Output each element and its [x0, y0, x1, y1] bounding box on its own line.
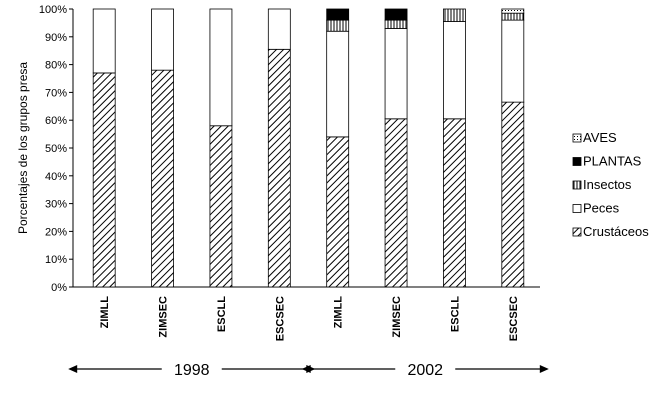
arrowhead-right [539, 365, 549, 373]
bar-segment [501, 12, 525, 21]
y-tick-label: 80% [45, 60, 67, 72]
legend-label: Insectos [583, 177, 632, 192]
y-tick-label: 40% [45, 171, 67, 183]
x-tick-label: ZIMSEC [158, 296, 170, 338]
y-tick-label: 10% [45, 254, 67, 266]
bar-segment [326, 30, 350, 138]
y-tick-label: 60% [45, 115, 67, 127]
x-tick-label: ESCSEC [508, 296, 520, 341]
legend-label: Peces [583, 201, 620, 216]
x-tick-label: ESCSEC [274, 296, 286, 341]
bar-segment [92, 8, 116, 74]
y-tick-label: 0% [51, 282, 67, 294]
bar-segment [501, 101, 525, 288]
y-tick-label: 50% [45, 143, 67, 155]
y-tick-label: 70% [45, 87, 67, 99]
legend-swatch [572, 204, 582, 213]
bar-segment [501, 19, 525, 103]
legend-swatch [572, 133, 582, 143]
legend-label: PLANTAS [583, 154, 642, 169]
x-tick-label: ESCLL [449, 296, 461, 332]
y-axis-label: Porcentajes de los grupos presa [16, 62, 30, 234]
legend: AVES PLANTAS Insectos Peces Crustáceos [572, 130, 649, 239]
bar-segment [443, 8, 466, 22]
bar-segment [443, 21, 466, 120]
y-tick-label: 100% [39, 4, 67, 16]
bar-segment [326, 8, 350, 21]
arrowhead-left [301, 365, 311, 373]
y-tick-label: 30% [45, 199, 67, 211]
legend-swatch [572, 157, 582, 166]
bar-segment [326, 19, 350, 32]
arrowhead-left [68, 365, 78, 373]
bar-segment [267, 8, 291, 50]
legend-swatch [572, 227, 582, 237]
bar-segment [326, 136, 350, 288]
bar-segment [151, 69, 174, 288]
x-tick-labels: ZIMLL ZIMSEC ESCLL ESCSEC ZIMLL ZIMSEC ESCLL ES… [99, 296, 520, 342]
y-tick-label: 20% [45, 226, 67, 238]
bar-segment [501, 8, 525, 14]
bar-segment [384, 118, 408, 288]
legend-label: AVES [583, 130, 617, 145]
legend-swatch [572, 180, 582, 190]
bar-segment [209, 8, 233, 127]
bar-segment [443, 118, 466, 288]
bar-segment [151, 8, 174, 71]
axes: 0% 10% 20% 30% 40% 50% 60% 70% 80% 90% 100% [39, 4, 540, 294]
bar-segment [384, 8, 408, 21]
bar-segment [267, 48, 291, 288]
x-tick-label: ZIMSEC [391, 296, 403, 338]
group-labels: 1998 2002 [68, 362, 549, 379]
x-tick-label: ZIMLL [333, 296, 345, 329]
bar-segment [209, 125, 233, 288]
group-label: 2002 [407, 362, 443, 379]
legend-label: Crustáceos [583, 224, 649, 239]
bars [92, 8, 525, 288]
bar-segment [384, 19, 408, 29]
bar-segment [384, 28, 408, 120]
y-tick-label: 90% [45, 32, 67, 44]
x-tick-label: ZIMLL [99, 296, 111, 329]
x-tick-label: ESCLL [216, 296, 228, 332]
bar-segment [92, 72, 116, 288]
group-label: 1998 [174, 362, 210, 379]
